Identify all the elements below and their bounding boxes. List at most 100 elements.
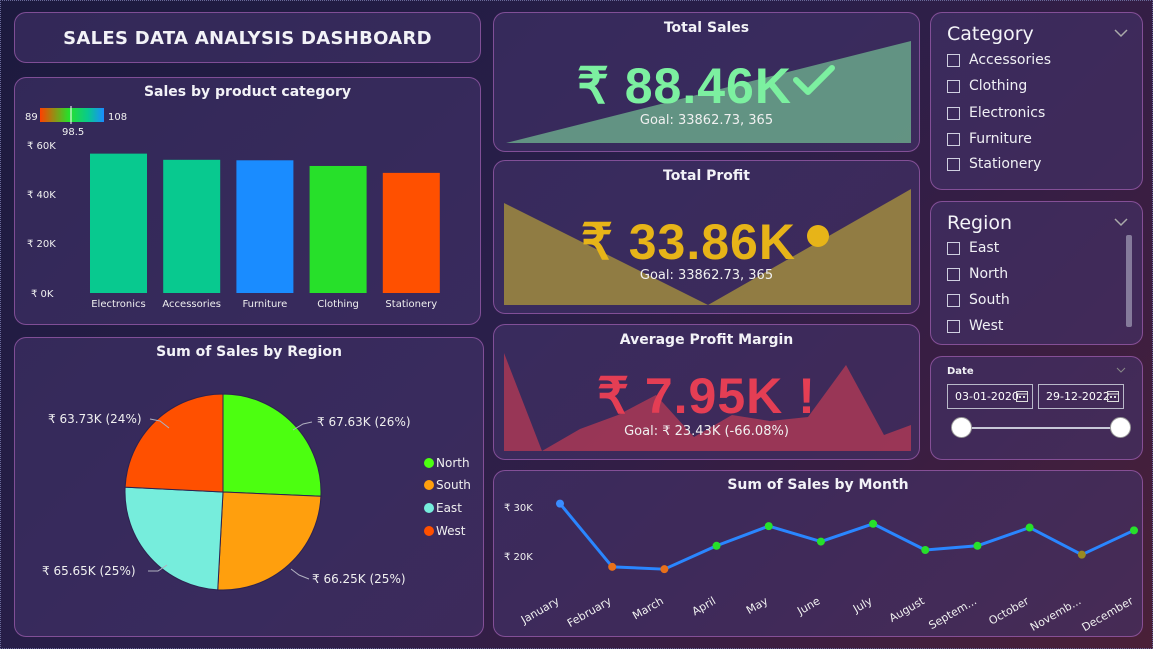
region-scrollbar[interactable] xyxy=(1126,235,1132,327)
checkbox[interactable] xyxy=(947,106,960,120)
category-slicer-title: Category xyxy=(947,23,1034,45)
x-category-label: Accessories xyxy=(162,299,221,310)
total-sales-amount: ₹ 88.46K xyxy=(577,58,792,114)
date-slicer[interactable]: Date 03-01-2020 29-12-2022 xyxy=(930,356,1143,460)
total-sales-title: Total Sales xyxy=(663,20,750,36)
region-option-north[interactable]: North xyxy=(947,264,1008,284)
monthly-line-chart: ₹ 30K ₹ 20K January February March April May… xyxy=(504,499,1138,634)
end-date-input[interactable]: 29-12-2022 xyxy=(1038,384,1124,409)
x-month-label: May xyxy=(744,594,771,617)
calendar-icon[interactable] xyxy=(1107,390,1119,402)
legend-dot-west xyxy=(424,526,434,536)
x-category-label: Electronics xyxy=(91,299,146,310)
option-label: Accessories xyxy=(969,52,1052,68)
scale-min-label: 89 xyxy=(25,112,38,123)
x-month-label: January xyxy=(518,594,562,627)
region-slicer[interactable]: Region East North South West xyxy=(930,201,1143,345)
pie-label-east: ₹ 65.65K (25%) xyxy=(42,564,136,578)
margin-trend-area xyxy=(504,353,911,451)
margin-value: ₹ 7.95K ! xyxy=(494,367,919,425)
region-chart-title: Sum of Sales by Region xyxy=(156,344,342,360)
total-sales-goal: Goal: 33862.73, 365 xyxy=(639,113,774,128)
option-label: West xyxy=(969,318,1004,334)
point-september xyxy=(973,541,982,550)
date-range-track[interactable] xyxy=(961,427,1121,429)
y-tick-label: ₹ 40K xyxy=(27,190,56,201)
exclamation-icon: ! xyxy=(798,368,816,424)
chevron-down-icon[interactable] xyxy=(1114,218,1128,227)
margin-title: Average Profit Margin xyxy=(619,332,794,348)
y-tick-label: ₹ 20K xyxy=(27,239,56,250)
color-scale-bar xyxy=(40,108,104,122)
x-month-label: April xyxy=(690,594,718,618)
margin-amount: ₹ 7.95K xyxy=(597,368,784,424)
y-tick-label: ₹ 20K xyxy=(504,552,533,563)
point-july xyxy=(869,519,878,528)
category-option-electronics[interactable]: Electronics xyxy=(947,103,1045,123)
checkbox[interactable] xyxy=(947,53,960,67)
scale-max-label: 108 xyxy=(108,112,127,123)
point-october xyxy=(1025,523,1034,532)
chevron-down-icon[interactable] xyxy=(1116,367,1126,373)
point-december xyxy=(1130,526,1138,535)
checkbox[interactable] xyxy=(947,319,960,333)
y-tick-label: ₹ 60K xyxy=(27,141,56,152)
total-sales-value: ₹ 88.46K xyxy=(494,57,919,115)
total-profit-value: ₹ 33.86K xyxy=(494,213,919,271)
checkbox[interactable] xyxy=(947,132,960,146)
category-option-accessories[interactable]: Accessories xyxy=(947,50,1051,70)
option-label: East xyxy=(969,240,1000,256)
margin-goal: Goal: ₹ 23.43K (-66.08%) xyxy=(624,424,789,439)
total-sales-kpi[interactable]: Total Sales ₹ 88.46K Goal: 33862.73, 365 xyxy=(493,12,920,152)
chevron-down-icon[interactable] xyxy=(1114,29,1128,38)
checkbox[interactable] xyxy=(947,267,960,281)
calendar-icon[interactable] xyxy=(1016,390,1028,402)
category-slicer[interactable]: Category Accessories Clothing Electronic… xyxy=(930,12,1143,190)
category-sales-chart[interactable]: Sales by product category 89 108 98.5 ₹ … xyxy=(14,77,481,325)
y-tick-label: ₹ 0K xyxy=(31,289,54,300)
monthly-sales-chart[interactable]: Sum of Sales by Month ₹ 30K ₹ 20K Januar… xyxy=(493,470,1143,637)
region-option-east[interactable]: East xyxy=(947,238,999,258)
category-option-stationery[interactable]: Stationery xyxy=(947,154,1041,174)
point-may xyxy=(764,522,773,531)
dot-icon xyxy=(796,214,832,270)
sales-line xyxy=(558,502,1135,571)
category-option-clothing[interactable]: Clothing xyxy=(947,76,1027,96)
avg-profit-margin-kpi[interactable]: Average Profit Margin ₹ 7.95K ! Goal: ₹ … xyxy=(493,324,920,460)
point-november xyxy=(1077,550,1086,559)
scale-mid-label: 98.5 xyxy=(62,127,84,138)
start-date-input[interactable]: 03-01-2020 xyxy=(947,384,1033,409)
slider-start-handle[interactable] xyxy=(951,417,972,438)
bar-stationery xyxy=(382,172,440,293)
x-month-label: June xyxy=(794,594,822,618)
pie-slice-east xyxy=(124,486,224,591)
legend-dot-south xyxy=(424,480,434,490)
x-month-label: December xyxy=(1080,594,1136,634)
checkbox[interactable] xyxy=(947,293,960,307)
checkbox[interactable] xyxy=(947,79,960,93)
pie-slices xyxy=(124,393,322,591)
leader-line xyxy=(292,421,313,431)
x-month-label: Novemb... xyxy=(1028,594,1083,633)
region-option-west[interactable]: West xyxy=(947,316,1003,336)
point-february xyxy=(608,562,617,571)
point-june xyxy=(816,537,825,546)
category-bars: Electronics Accessories Furniture Clothing S… xyxy=(90,153,440,310)
total-profit-kpi[interactable]: Total Profit ₹ 33.86K Goal: 33862.73, 36… xyxy=(493,160,920,314)
region-pie-chart: ₹ 67.63K (26%) ₹ 66.25K (25%) ₹ 65.65K (… xyxy=(42,393,471,591)
region-option-south[interactable]: South xyxy=(947,290,1010,310)
point-april xyxy=(712,541,721,550)
option-label: Stationery xyxy=(969,156,1042,172)
total-profit-goal: Goal: 33862.73, 365 xyxy=(639,268,774,283)
category-option-furniture[interactable]: Furniture xyxy=(947,129,1032,149)
region-sales-chart[interactable]: Sum of Sales by Region ₹ 67.63K (26%) ₹ … xyxy=(14,337,484,637)
legend-south: South xyxy=(436,478,471,492)
checkbox[interactable] xyxy=(947,241,960,255)
sales-trend-area xyxy=(506,41,911,143)
title-card: SALES DATA ANALYSIS DASHBOARD xyxy=(14,12,481,63)
checkbox[interactable] xyxy=(947,157,960,171)
option-label: South xyxy=(969,292,1010,308)
slider-end-handle[interactable] xyxy=(1110,417,1131,438)
option-label: Furniture xyxy=(969,131,1032,147)
pie-label-north: ₹ 67.63K (26%) xyxy=(317,415,411,429)
